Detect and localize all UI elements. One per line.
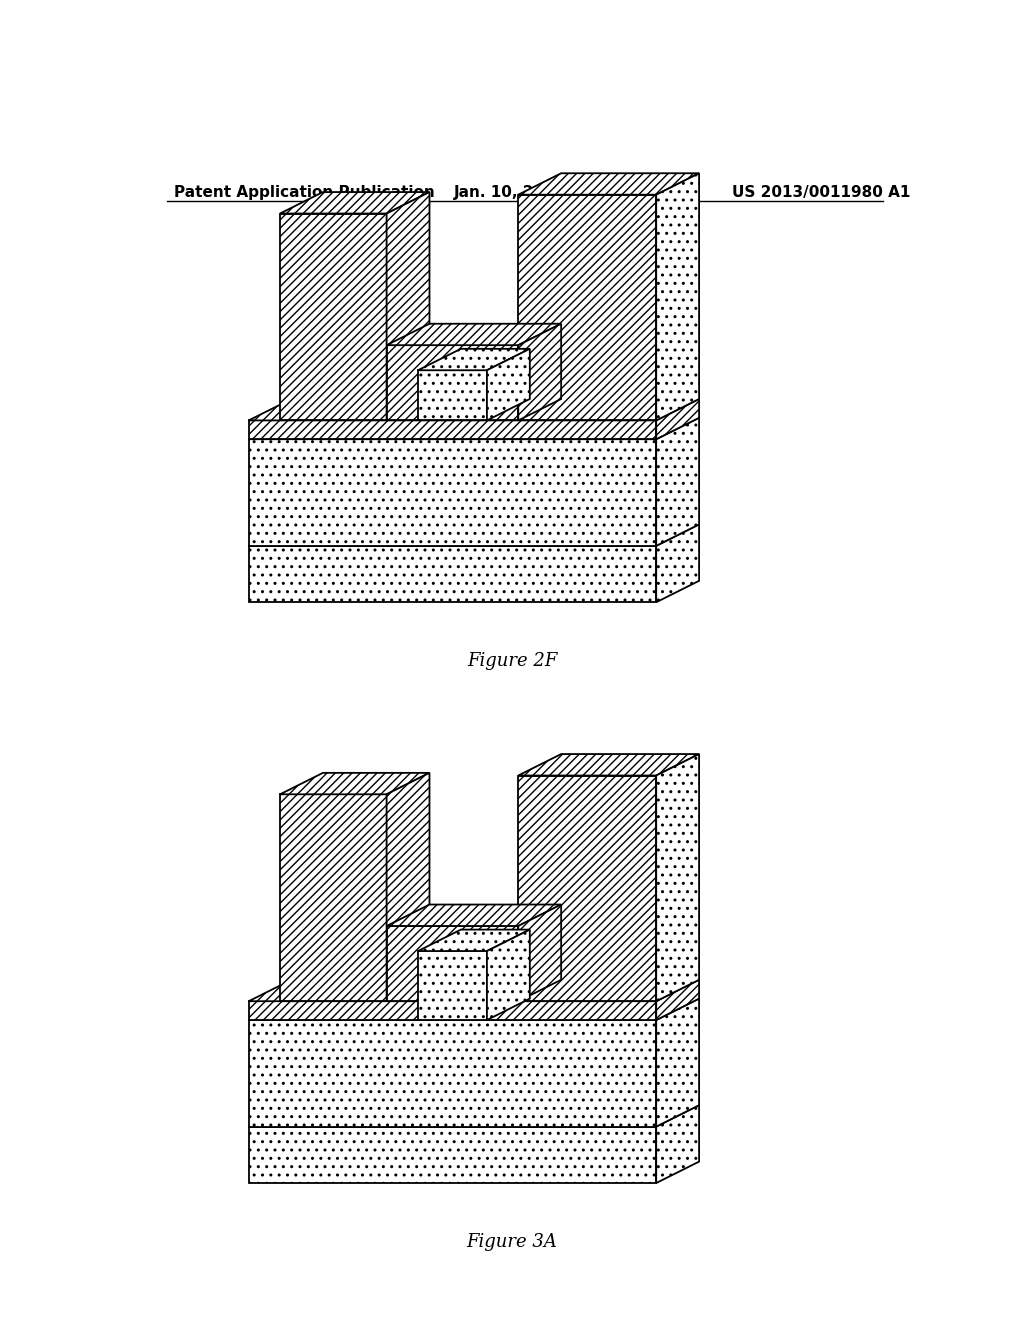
Polygon shape xyxy=(249,420,656,440)
Polygon shape xyxy=(656,173,699,420)
Polygon shape xyxy=(249,546,656,602)
Polygon shape xyxy=(249,999,699,1020)
Polygon shape xyxy=(656,399,699,440)
Text: Figure 2F: Figure 2F xyxy=(467,652,557,671)
Polygon shape xyxy=(387,774,429,1001)
Polygon shape xyxy=(249,399,699,420)
Polygon shape xyxy=(518,173,699,195)
Polygon shape xyxy=(249,1020,656,1127)
Polygon shape xyxy=(249,418,699,440)
Polygon shape xyxy=(249,979,699,1001)
Polygon shape xyxy=(418,370,487,420)
Polygon shape xyxy=(280,795,387,1001)
Polygon shape xyxy=(249,524,699,546)
Polygon shape xyxy=(656,754,699,1001)
Text: Jan. 10, 2013  Sheet 5 of 11: Jan. 10, 2013 Sheet 5 of 11 xyxy=(454,185,690,201)
Text: Patent Application Publication: Patent Application Publication xyxy=(174,185,435,201)
Polygon shape xyxy=(280,193,429,214)
Polygon shape xyxy=(387,346,518,420)
Polygon shape xyxy=(656,524,699,602)
Polygon shape xyxy=(656,979,699,1020)
Polygon shape xyxy=(249,440,656,546)
Polygon shape xyxy=(280,214,387,420)
Polygon shape xyxy=(656,1105,699,1183)
Polygon shape xyxy=(387,323,561,346)
Polygon shape xyxy=(656,999,699,1127)
Polygon shape xyxy=(249,1001,656,1020)
Polygon shape xyxy=(518,323,561,420)
Polygon shape xyxy=(387,927,518,1001)
Polygon shape xyxy=(518,904,561,1001)
Polygon shape xyxy=(656,418,699,546)
Polygon shape xyxy=(387,904,561,927)
Polygon shape xyxy=(280,774,429,795)
Polygon shape xyxy=(518,776,656,1001)
Polygon shape xyxy=(518,754,699,776)
Polygon shape xyxy=(418,929,529,950)
Polygon shape xyxy=(518,195,656,420)
Polygon shape xyxy=(418,348,529,370)
Polygon shape xyxy=(487,929,529,1020)
Polygon shape xyxy=(249,1105,699,1127)
Polygon shape xyxy=(387,193,429,420)
Polygon shape xyxy=(418,950,487,1020)
Polygon shape xyxy=(487,348,529,420)
Text: US 2013/0011980 A1: US 2013/0011980 A1 xyxy=(732,185,911,201)
Text: Figure 3A: Figure 3A xyxy=(467,1233,557,1251)
Polygon shape xyxy=(249,1127,656,1183)
